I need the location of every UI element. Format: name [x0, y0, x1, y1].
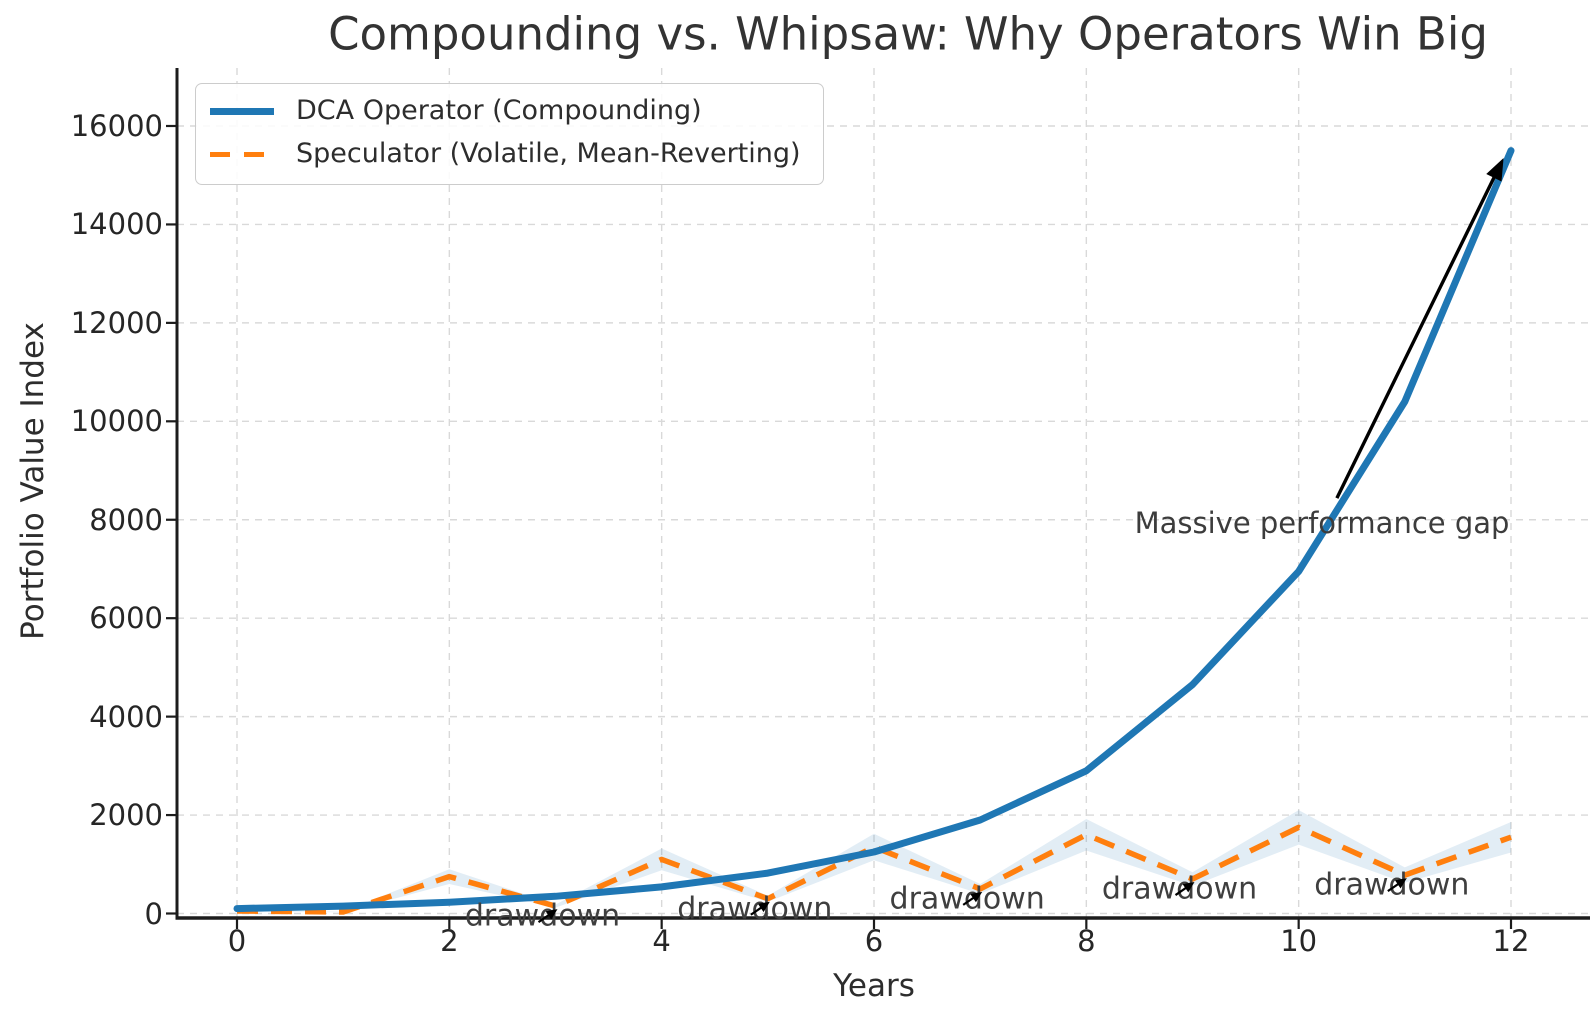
x-tick-label: 10: [1280, 924, 1318, 958]
drawdown-annotation: drawdown: [464, 898, 621, 934]
legend-label-speculator: Speculator (Volatile, Mean-Reverting): [296, 138, 801, 170]
drawdown-annotation: drawdown: [889, 881, 1045, 917]
legend-item-dca-operator: DCA Operator (Compounding): [210, 95, 801, 127]
y-tick-label: 12000: [70, 305, 163, 340]
x-tick-label: 6: [864, 924, 884, 958]
performance-gap-annotation: Massive performance gap: [1134, 505, 1510, 540]
y-tick-label: 16000: [70, 108, 163, 143]
x-tick-label: 0: [227, 924, 247, 958]
legend-line-sample-dashed: [210, 152, 274, 158]
legend-line-sample-solid: [210, 107, 274, 115]
y-tick-label: 4000: [89, 699, 163, 734]
y-tick-label: 2000: [89, 798, 163, 833]
y-tick-label: 10000: [70, 404, 163, 439]
x-tick-label: 2: [440, 924, 459, 958]
x-axis-label: Years: [833, 968, 915, 1004]
drawdown-annotation: drawdown: [1101, 871, 1258, 907]
y-tick-label: 0: [144, 896, 163, 931]
drawdown-annotation: drawdown: [1314, 867, 1470, 903]
drawdown-annotation: drawdown: [677, 891, 833, 927]
performance-gap-arrow-head: [1486, 157, 1504, 182]
y-tick-label: 14000: [70, 207, 163, 242]
y-tick-label: 8000: [89, 502, 163, 537]
legend-item-speculator: Speculator (Volatile, Mean-Reverting): [210, 138, 801, 170]
y-axis-label: Portfolio Value Index: [15, 322, 51, 640]
chart-title: Compounding vs. Whipsaw: Why Operators W…: [328, 7, 1488, 61]
x-tick-label: 8: [1077, 924, 1096, 958]
x-tick-label: 12: [1492, 924, 1530, 958]
legend-label-dca-operator: DCA Operator (Compounding): [296, 95, 702, 126]
y-tick-label: 6000: [89, 601, 163, 636]
performance-gap-arrow: [1335, 171, 1499, 499]
legend: DCA Operator (Compounding) Speculator (V…: [195, 83, 824, 185]
x-tick-label: 4: [652, 924, 671, 958]
